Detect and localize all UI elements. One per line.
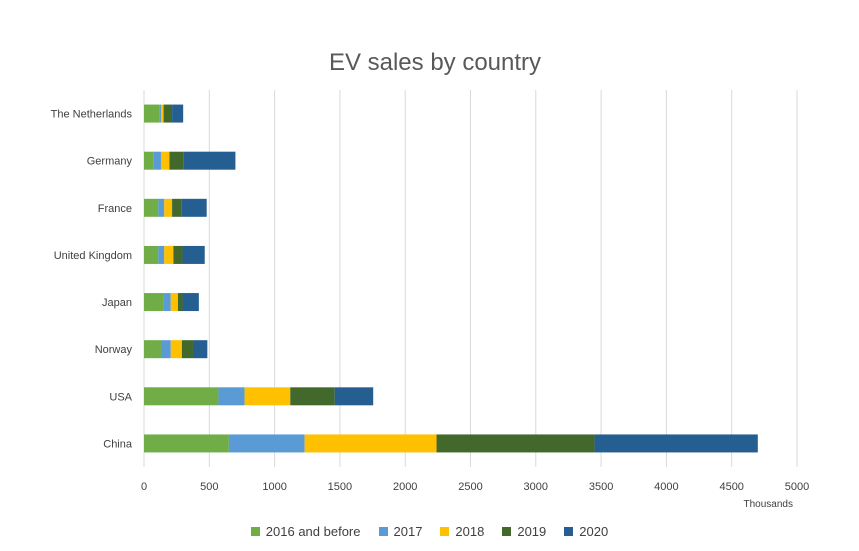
bar-china-2016-and-before — [144, 434, 229, 453]
legend-swatch-2017 — [378, 527, 388, 536]
y-category-label-germany: Germany — [87, 156, 133, 168]
bar-germany-2017 — [153, 151, 161, 170]
bar-usa-2017 — [218, 387, 245, 406]
bar-united-kingdom-2020 — [182, 245, 205, 264]
legend-swatch-2016-and-before — [250, 527, 260, 536]
bar-japan-2019 — [177, 293, 183, 312]
legend-swatch-2018 — [440, 527, 450, 536]
x-tick-label-2000: 2000 — [393, 481, 417, 493]
bar-united-kingdom-2018 — [164, 245, 174, 264]
legend-item-2017: 2017 — [378, 524, 423, 539]
x-tick-label-2500: 2500 — [458, 481, 482, 493]
bar-united-kingdom-2016-and-before — [144, 245, 159, 264]
gridlines — [143, 90, 798, 467]
bar-france-2016-and-before — [144, 198, 159, 217]
bar-germany-2018 — [160, 151, 170, 170]
bar-china-2019 — [436, 434, 595, 453]
x-axis-ticks: 0 500 1000 1500 2000 2500 3000 3500 4000 4500 5000 — [141, 481, 809, 493]
x-axis-unit-label: Thousands — [744, 499, 793, 510]
bar-the-netherlands-2020 — [172, 104, 184, 123]
bar-japan-2020 — [182, 293, 199, 312]
chart-title: EV sales by country — [329, 49, 541, 76]
bar-the-netherlands-2019 — [163, 104, 173, 123]
bar-france-2018 — [164, 198, 173, 217]
y-category-label-japan: Japan — [102, 297, 132, 309]
bar-france-2017 — [158, 198, 165, 217]
bar-norway-2019 — [181, 340, 193, 359]
legend-item-2018: 2018 — [440, 524, 484, 539]
legend-label-2016-and-before: 2016 and before — [265, 524, 361, 539]
legend-swatch-2019 — [502, 527, 512, 536]
bar-usa-2019 — [290, 387, 335, 406]
x-tick-label-3000: 3000 — [524, 481, 548, 493]
bar-united-kingdom-2017 — [158, 245, 165, 264]
legend-item-2019: 2019 — [502, 524, 546, 539]
x-tick-label-3500: 3500 — [589, 481, 613, 493]
bar-norway-2018 — [170, 340, 182, 359]
bar-norway-2016-and-before — [144, 340, 161, 359]
bar-usa-2016-and-before — [144, 387, 219, 406]
y-axis-categories: The Netherlands Germany France United Kingd… — [51, 109, 133, 451]
legend-label-2019: 2019 — [517, 524, 547, 539]
bar-china-2020 — [594, 434, 758, 453]
y-category-label-united-kingdom: United Kingdom — [54, 250, 132, 262]
legend-label-2018: 2018 — [455, 524, 485, 539]
y-category-label-china: China — [103, 438, 133, 450]
bar-usa-2018 — [244, 387, 291, 406]
bar-germany-2016-and-before — [144, 151, 154, 170]
y-category-label-norway: Norway — [95, 344, 133, 356]
bar-united-kingdom-2019 — [173, 245, 183, 264]
legend-label-2020: 2020 — [579, 524, 609, 539]
bar-norway-2020 — [192, 340, 208, 359]
bar-france-2019 — [172, 198, 182, 217]
bar-france-2020 — [181, 198, 207, 217]
x-tick-label-5000: 5000 — [785, 481, 809, 493]
legend: 2016 and before 2017 2018 2019 2020 — [0, 524, 859, 539]
x-tick-label-500: 500 — [200, 481, 218, 493]
bars — [144, 104, 758, 453]
bar-the-netherlands-2017 — [159, 104, 161, 123]
x-tick-label-0: 0 — [141, 481, 147, 493]
x-tick-label-4500: 4500 — [719, 481, 743, 493]
y-category-label-france: France — [98, 203, 132, 215]
bar-usa-2020 — [334, 387, 374, 406]
bar-japan-2016-and-before — [144, 293, 164, 312]
legend-label-2017: 2017 — [393, 524, 423, 539]
bar-germany-2019 — [169, 151, 184, 170]
x-tick-label-4000: 4000 — [654, 481, 678, 493]
bar-norway-2017 — [160, 340, 171, 359]
x-tick-label-1000: 1000 — [262, 481, 286, 493]
bar-japan-2018 — [170, 293, 178, 312]
legend-swatch-2020 — [564, 527, 574, 536]
bar-china-2018 — [304, 434, 437, 453]
x-tick-label-1500: 1500 — [328, 481, 352, 493]
bar-japan-2017 — [163, 293, 171, 312]
bar-the-netherlands-2018 — [160, 104, 164, 123]
bar-germany-2020 — [183, 151, 236, 170]
bar-the-netherlands-2016-and-before — [144, 104, 160, 123]
legend-item-2016-and-before: 2016 and before — [250, 524, 361, 539]
y-category-label-the-netherlands: The Netherlands — [51, 109, 133, 121]
y-category-label-usa: USA — [109, 391, 132, 403]
legend-item-2020: 2020 — [564, 524, 608, 539]
bar-china-2017 — [228, 434, 305, 453]
